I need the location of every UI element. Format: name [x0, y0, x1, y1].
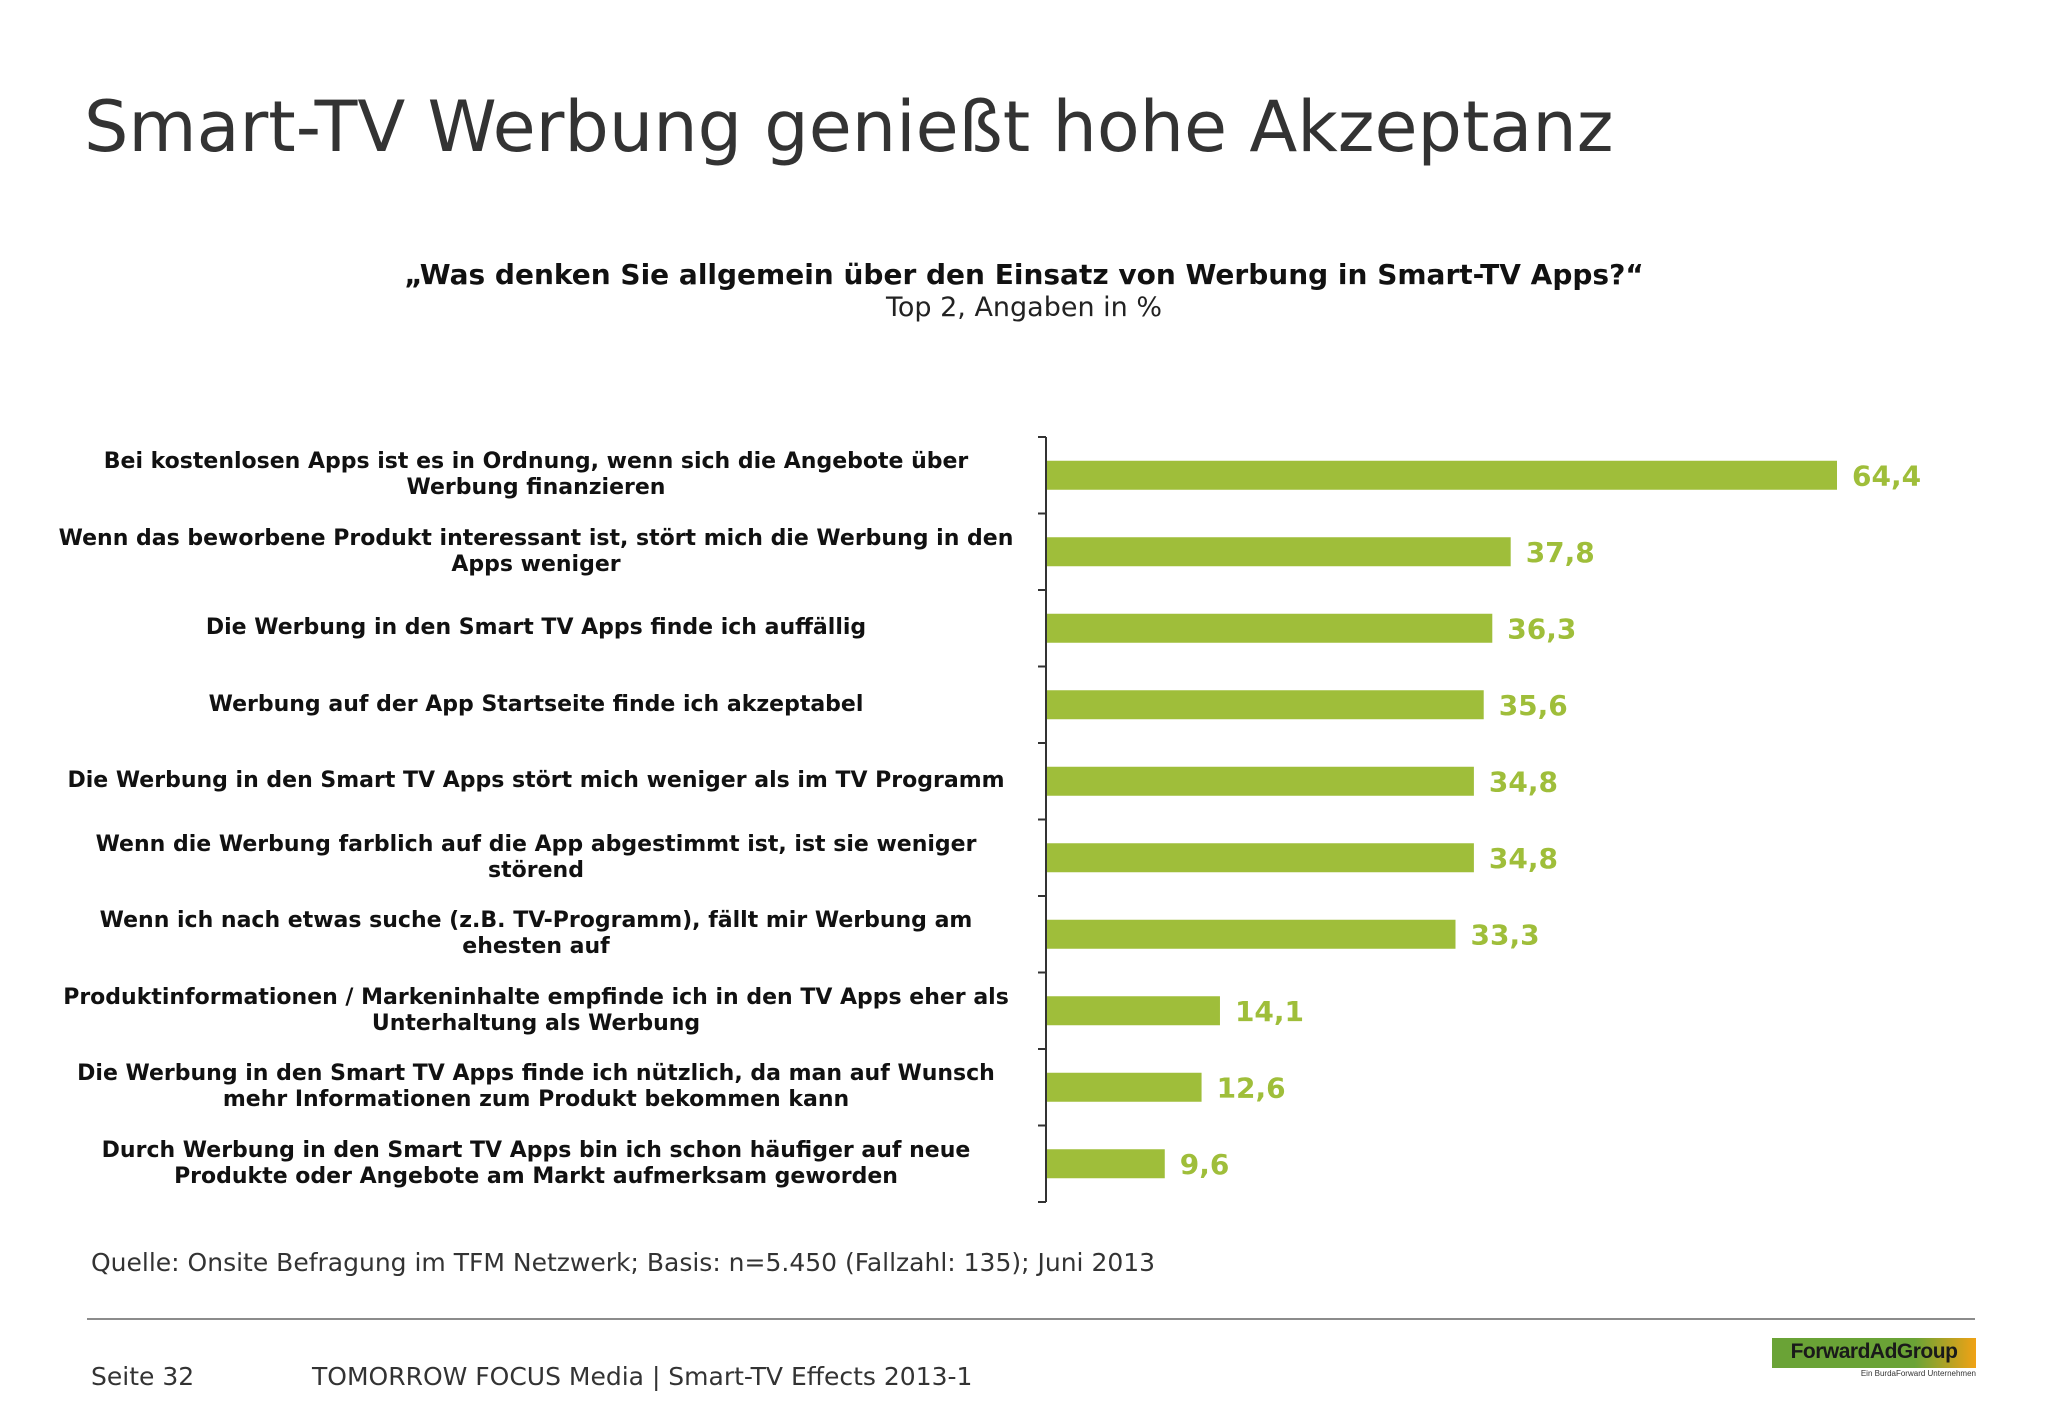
data-label: 14,1	[1235, 995, 1304, 1028]
category-label: Die Werbung in den Smart TV Apps finde i…	[205, 615, 867, 641]
data-label: 37,8	[1526, 536, 1595, 569]
data-label: 9,6	[1180, 1148, 1230, 1181]
category-label: Die Werbung in den Smart TV Apps finde i…	[77, 1061, 995, 1113]
forwardadgroup-logo: ForwardAdGroup Ein BurdaForward Unterneh…	[1772, 1338, 1976, 1378]
bar-chart: 64,4 37,8 36,3 35,6 34,8 34,8 33,3 14,1 12,6 9,6	[1038, 436, 1921, 1203]
bar	[1047, 613, 1493, 643]
page-number: Seite 32	[91, 1362, 195, 1391]
footer-text: TOMORROW FOCUS Media | Smart-TV Effects …	[312, 1362, 973, 1391]
bar	[1047, 766, 1474, 796]
data-label: 34,8	[1489, 765, 1558, 798]
bar	[1047, 690, 1484, 720]
bar	[1047, 919, 1456, 949]
bar	[1047, 843, 1474, 873]
bar	[1047, 460, 1837, 490]
category-label: Werbung auf der App Startseite finde ich…	[208, 691, 864, 717]
bar	[1047, 1149, 1165, 1179]
bar	[1047, 996, 1220, 1026]
category-label: Produktinformationen / Markeninhalte emp…	[63, 984, 1009, 1036]
chart-subtitle: Top 2, Angaben in %	[885, 292, 1163, 323]
data-label: 64,4	[1852, 459, 1921, 492]
bar	[1047, 1072, 1202, 1102]
category-label: Wenn ich nach etwas suche (z.B. TV-Progr…	[99, 908, 973, 960]
data-label: 36,3	[1507, 612, 1576, 645]
source-note: Quelle: Onsite Befragung im TFM Netzwerk…	[91, 1248, 1156, 1277]
data-label: 35,6	[1499, 689, 1568, 722]
data-label: 33,3	[1470, 918, 1539, 951]
category-label: Durch Werbung in den Smart TV Apps bin i…	[101, 1137, 971, 1189]
data-label: 12,6	[1217, 1071, 1286, 1104]
chart-title: „Was denken Sie allgemein über den Einsa…	[404, 258, 1644, 291]
category-label: Bei kostenlosen Apps ist es in Ordnung, …	[103, 449, 969, 501]
category-label: Wenn die Werbung farblich auf die App ab…	[95, 831, 977, 883]
category-label: Wenn das beworbene Produkt interessant i…	[58, 525, 1014, 577]
logo-box	[1772, 1338, 1976, 1368]
logo-wordmark: ForwardAdGroup	[1790, 1340, 1958, 1363]
data-label: 34,8	[1489, 842, 1558, 875]
category-label: Die Werbung in den Smart TV Apps stört m…	[67, 768, 1005, 794]
logo-tagline: Ein BurdaForward Unternehmen	[1860, 1369, 1976, 1378]
slide-title: Smart-TV Werbung genießt hohe Akzeptanz	[84, 86, 1614, 168]
footer-divider	[87, 1318, 1975, 1320]
bar	[1047, 537, 1511, 567]
